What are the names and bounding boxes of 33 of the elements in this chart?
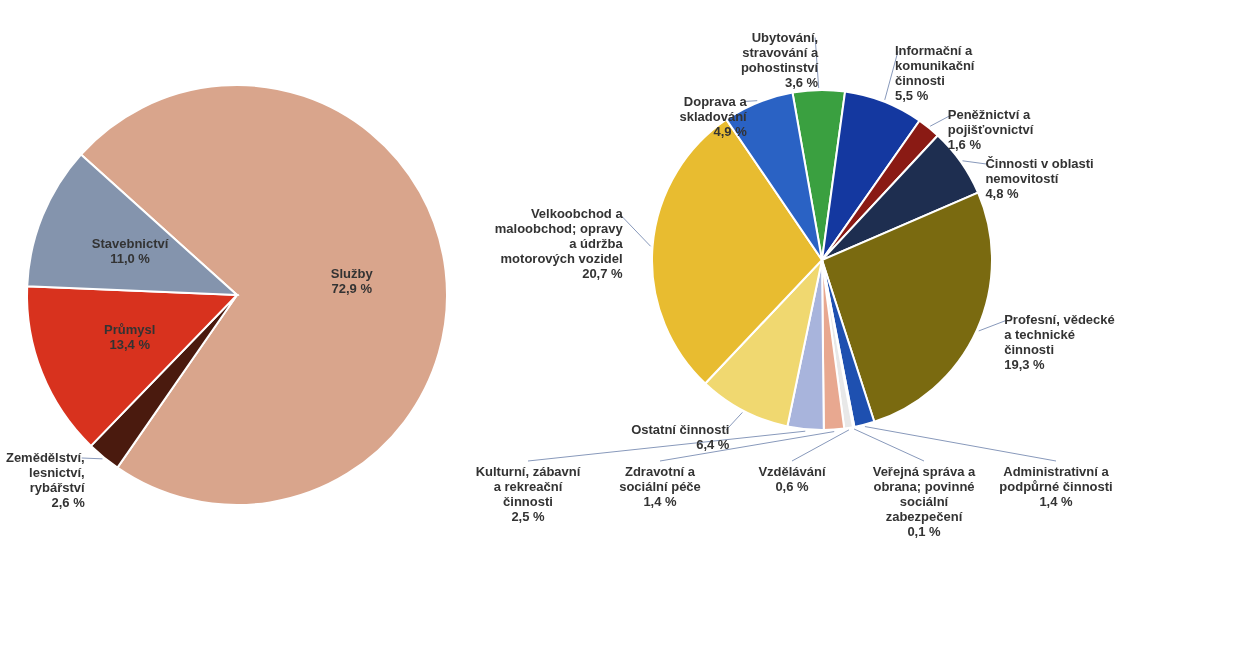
data-label: 4,8 %	[985, 186, 1020, 202]
slice-label: Vzdělávání	[758, 463, 826, 479]
slice-label: Činnosti v oblasti nemovitostí	[985, 156, 1094, 187]
data-label: 3,6 %	[784, 74, 819, 90]
slice-label: Velkoobchod a maloobchod; opravy a údržba motorových vozidel	[494, 206, 624, 266]
data-label: 0,6 %	[775, 478, 810, 494]
data-label: 4,9 %	[713, 123, 748, 139]
slice-label: Zdravotní a sociální péče	[619, 463, 701, 494]
slice-label: Profesní, vědecké a technické činnosti	[1004, 312, 1115, 358]
data-label: 72,9 %	[331, 281, 373, 297]
slice-label: Ubytování, stravování a pohostinství	[740, 29, 819, 75]
data-label: 1,6 %	[947, 137, 982, 153]
slice-label: Kulturní, zábavní a rekreační činnosti	[475, 463, 581, 509]
data-label: 20,7 %	[582, 266, 624, 281]
data-label: 13,4 %	[109, 337, 151, 353]
data-label: 2,5 %	[511, 508, 546, 524]
slice-label: Administrativní a podpůrné činnosti	[999, 463, 1113, 494]
slice-label: Průmysl	[104, 322, 156, 338]
slice-label: Zemědělství, lesnictví, rybářství	[5, 449, 86, 495]
data-label: 0,1 %	[907, 523, 942, 539]
slice-label: Služby	[330, 266, 374, 282]
slice-label: Informační a komunikační činnosti	[894, 43, 975, 89]
data-label: 11,0 %	[110, 250, 151, 266]
data-label: 1,4 %	[1039, 493, 1074, 509]
data-label: 5,5 %	[894, 88, 929, 104]
slice-label: Peněžnictví a pojišťovnictví	[947, 107, 1034, 138]
slice-label: Stavebnictví	[91, 235, 169, 251]
data-label: 2,6 %	[51, 494, 86, 510]
data-label: 1,4 %	[643, 493, 678, 509]
data-label: 6,4 %	[696, 436, 730, 452]
slice-label: Veřejná správa a obrana; povinné sociální zabezpečení	[872, 463, 977, 524]
slice-label: Ostatní činnosti	[631, 421, 730, 437]
data-label: 19,3 %	[1004, 357, 1046, 373]
